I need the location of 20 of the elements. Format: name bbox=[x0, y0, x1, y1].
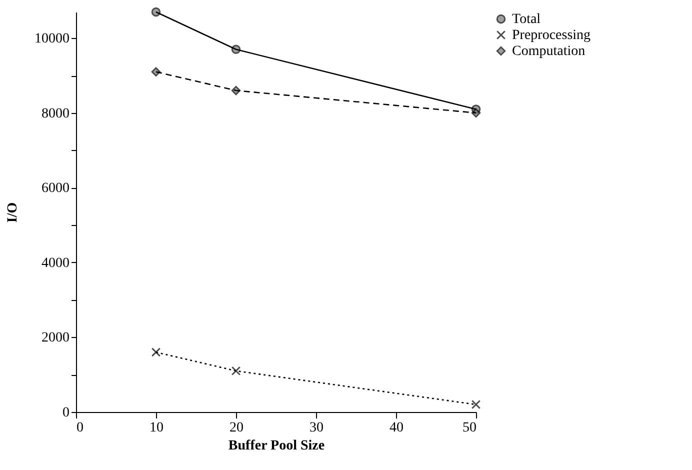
y-tick-label: 10000 bbox=[34, 32, 70, 47]
x-tick-label: 30 bbox=[310, 420, 324, 436]
x-tick-label: 10 bbox=[150, 420, 164, 436]
y-tick-label: 6000 bbox=[42, 181, 70, 196]
y-axis-title: I/O bbox=[6, 202, 20, 223]
y-tick-label: 8000 bbox=[42, 106, 70, 122]
x-tick-label: 40 bbox=[390, 420, 404, 436]
legend-label: Preprocessing bbox=[512, 28, 591, 43]
y-tick-label: 2000 bbox=[42, 330, 70, 346]
y-tick-label: 4000 bbox=[42, 256, 70, 271]
x-tick-label: 0 bbox=[76, 420, 84, 436]
x-tick-label: 20 bbox=[230, 420, 244, 436]
y-tick-label: 0 bbox=[62, 406, 70, 420]
x-tick-label: 50 bbox=[462, 420, 476, 436]
x-axis-title: Buffer Pool Size bbox=[228, 438, 325, 454]
legend-label: Total bbox=[512, 12, 541, 27]
point bbox=[231, 366, 241, 376]
point bbox=[151, 348, 161, 357]
legend-label: Computation bbox=[512, 44, 586, 59]
point bbox=[471, 400, 481, 410]
